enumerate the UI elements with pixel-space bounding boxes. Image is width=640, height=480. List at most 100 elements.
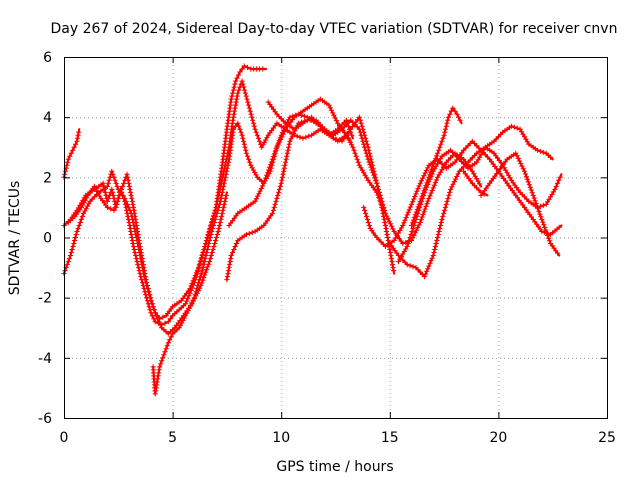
data-point (214, 210, 220, 216)
data-point (375, 186, 381, 192)
data-point (537, 211, 543, 217)
data-point (74, 138, 80, 144)
data-point (422, 274, 428, 280)
data-point (541, 222, 547, 228)
data-point (442, 126, 449, 132)
data-point (445, 195, 451, 201)
data-point (148, 298, 154, 304)
data-point (158, 361, 164, 367)
data-point (114, 183, 120, 189)
data-point (244, 64, 251, 71)
data-point (554, 180, 561, 186)
data-point (225, 162, 231, 168)
data-point (362, 132, 368, 138)
data-point (296, 111, 302, 117)
data-point (237, 69, 243, 75)
data-point (410, 225, 416, 232)
data-point (273, 198, 279, 204)
data-point (426, 195, 432, 201)
data-point (130, 243, 137, 250)
data-point (265, 170, 271, 176)
data-point (223, 171, 229, 177)
data-point (239, 66, 245, 72)
data-point (235, 72, 242, 78)
data-point (183, 301, 189, 307)
data-point (115, 195, 121, 201)
data-point (422, 206, 428, 212)
data-point (67, 252, 74, 259)
x-tick-label: 15 (381, 430, 399, 446)
data-point (233, 240, 240, 247)
data-point (228, 252, 234, 259)
data-point (161, 352, 167, 358)
data-point (294, 133, 300, 139)
data-point (412, 193, 418, 200)
data-point (260, 183, 266, 189)
data-point (274, 195, 280, 201)
data-point (216, 222, 223, 229)
x-tick-label: 10 (272, 430, 290, 446)
data-point (443, 201, 449, 207)
data-point (62, 168, 68, 174)
x-tick-labels: 0 5 10 15 20 25 (60, 430, 616, 446)
y-tick-label: 4 (43, 110, 52, 126)
data-point (379, 207, 385, 213)
data-point (414, 188, 420, 194)
data-point (402, 217, 408, 223)
data-point (439, 138, 445, 144)
data-point (162, 349, 168, 355)
data-point (198, 271, 204, 277)
data-point (379, 204, 385, 210)
data-point (453, 176, 459, 182)
data-point (200, 265, 206, 271)
data-point (407, 263, 413, 269)
data-point (419, 214, 425, 220)
data-point (218, 216, 224, 222)
data-point (436, 147, 442, 153)
data-point (132, 249, 138, 256)
data-point (275, 192, 281, 198)
data-point (441, 132, 447, 138)
data-point (282, 162, 288, 168)
data-point (121, 180, 127, 186)
data-point (203, 252, 209, 259)
data-point (249, 229, 255, 236)
data-point (454, 111, 460, 117)
data-point (129, 195, 135, 201)
data-point (452, 108, 458, 114)
data-point (477, 181, 483, 187)
data-point (149, 301, 155, 307)
data-point (148, 295, 154, 301)
data-point (433, 240, 439, 247)
data-point (285, 147, 291, 153)
data-point (515, 155, 521, 161)
data-point (229, 249, 236, 256)
data-point (431, 249, 437, 256)
data-point (216, 204, 222, 210)
data-point (540, 219, 546, 225)
data-point (117, 189, 124, 195)
data-point (376, 192, 382, 198)
data-series (61, 63, 563, 397)
data-point (126, 204, 132, 210)
data-point (62, 268, 68, 274)
data-point (192, 272, 198, 279)
data-point (250, 120, 257, 126)
data-point (264, 172, 270, 178)
data-point (238, 129, 244, 135)
data-point (126, 180, 132, 186)
data-point (376, 189, 382, 195)
data-point (445, 117, 451, 123)
data-point (450, 105, 456, 111)
data-point (209, 228, 215, 235)
series-trace-9-markers (361, 138, 562, 250)
data-point (344, 120, 350, 126)
data-point (253, 196, 259, 202)
data-point (374, 180, 380, 186)
data-point (206, 240, 212, 247)
data-point (157, 322, 163, 328)
data-point (224, 274, 230, 280)
data-point (326, 102, 332, 108)
data-point (435, 231, 441, 238)
data-point (362, 135, 369, 141)
